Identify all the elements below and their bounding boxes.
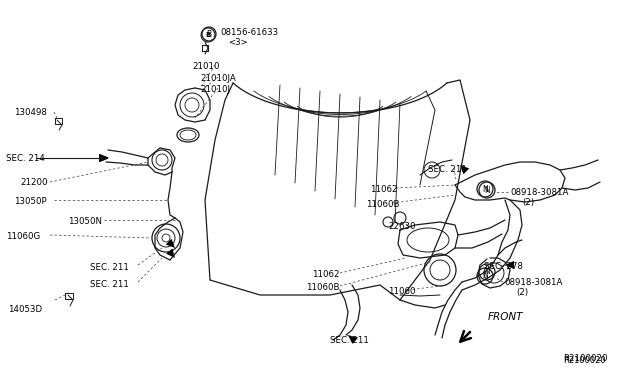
Text: FRONT: FRONT — [488, 312, 524, 322]
Text: 11060: 11060 — [388, 287, 415, 296]
Text: N: N — [484, 267, 490, 276]
Text: 11060B: 11060B — [366, 200, 399, 209]
Text: B: B — [207, 29, 212, 38]
Text: 08156-61633: 08156-61633 — [220, 28, 278, 37]
Text: 11062: 11062 — [312, 270, 339, 279]
Text: SEC. 278: SEC. 278 — [484, 262, 523, 271]
Polygon shape — [460, 165, 469, 174]
Text: SEC. 214: SEC. 214 — [6, 154, 45, 163]
Text: N: N — [482, 185, 488, 193]
Text: <3>: <3> — [228, 38, 248, 47]
Text: 11060G: 11060G — [6, 232, 40, 241]
Text: 14053D: 14053D — [8, 305, 42, 314]
Polygon shape — [166, 239, 175, 248]
Text: R2100020: R2100020 — [563, 354, 607, 363]
Polygon shape — [505, 261, 514, 269]
Text: SEC. 211: SEC. 211 — [90, 263, 129, 272]
Text: 21200: 21200 — [20, 178, 47, 187]
Text: 22630: 22630 — [388, 222, 415, 231]
Text: B: B — [205, 32, 211, 38]
Polygon shape — [348, 335, 358, 344]
Text: 13050N: 13050N — [68, 217, 102, 226]
Text: 21010JA: 21010JA — [200, 74, 236, 83]
Text: SEC. 211: SEC. 211 — [330, 336, 369, 345]
Text: SEC. 211: SEC. 211 — [90, 280, 129, 289]
Text: 21010J: 21010J — [200, 85, 230, 94]
Text: R2100020: R2100020 — [563, 356, 605, 365]
Polygon shape — [166, 248, 175, 258]
Text: 08918-3081A: 08918-3081A — [504, 278, 563, 287]
Polygon shape — [99, 154, 108, 162]
Text: 08918-3081A: 08918-3081A — [510, 188, 568, 197]
Text: 11062: 11062 — [370, 185, 397, 194]
Text: 21010: 21010 — [192, 62, 220, 71]
Text: N: N — [484, 186, 490, 195]
Text: 11060B: 11060B — [306, 283, 339, 292]
Polygon shape — [100, 155, 108, 161]
Text: SEC. 211: SEC. 211 — [428, 165, 467, 174]
Text: (2): (2) — [522, 198, 534, 207]
Text: 130498: 130498 — [14, 108, 47, 117]
Text: 13050P: 13050P — [14, 197, 47, 206]
Text: N: N — [482, 272, 488, 280]
Text: (2): (2) — [516, 288, 528, 297]
